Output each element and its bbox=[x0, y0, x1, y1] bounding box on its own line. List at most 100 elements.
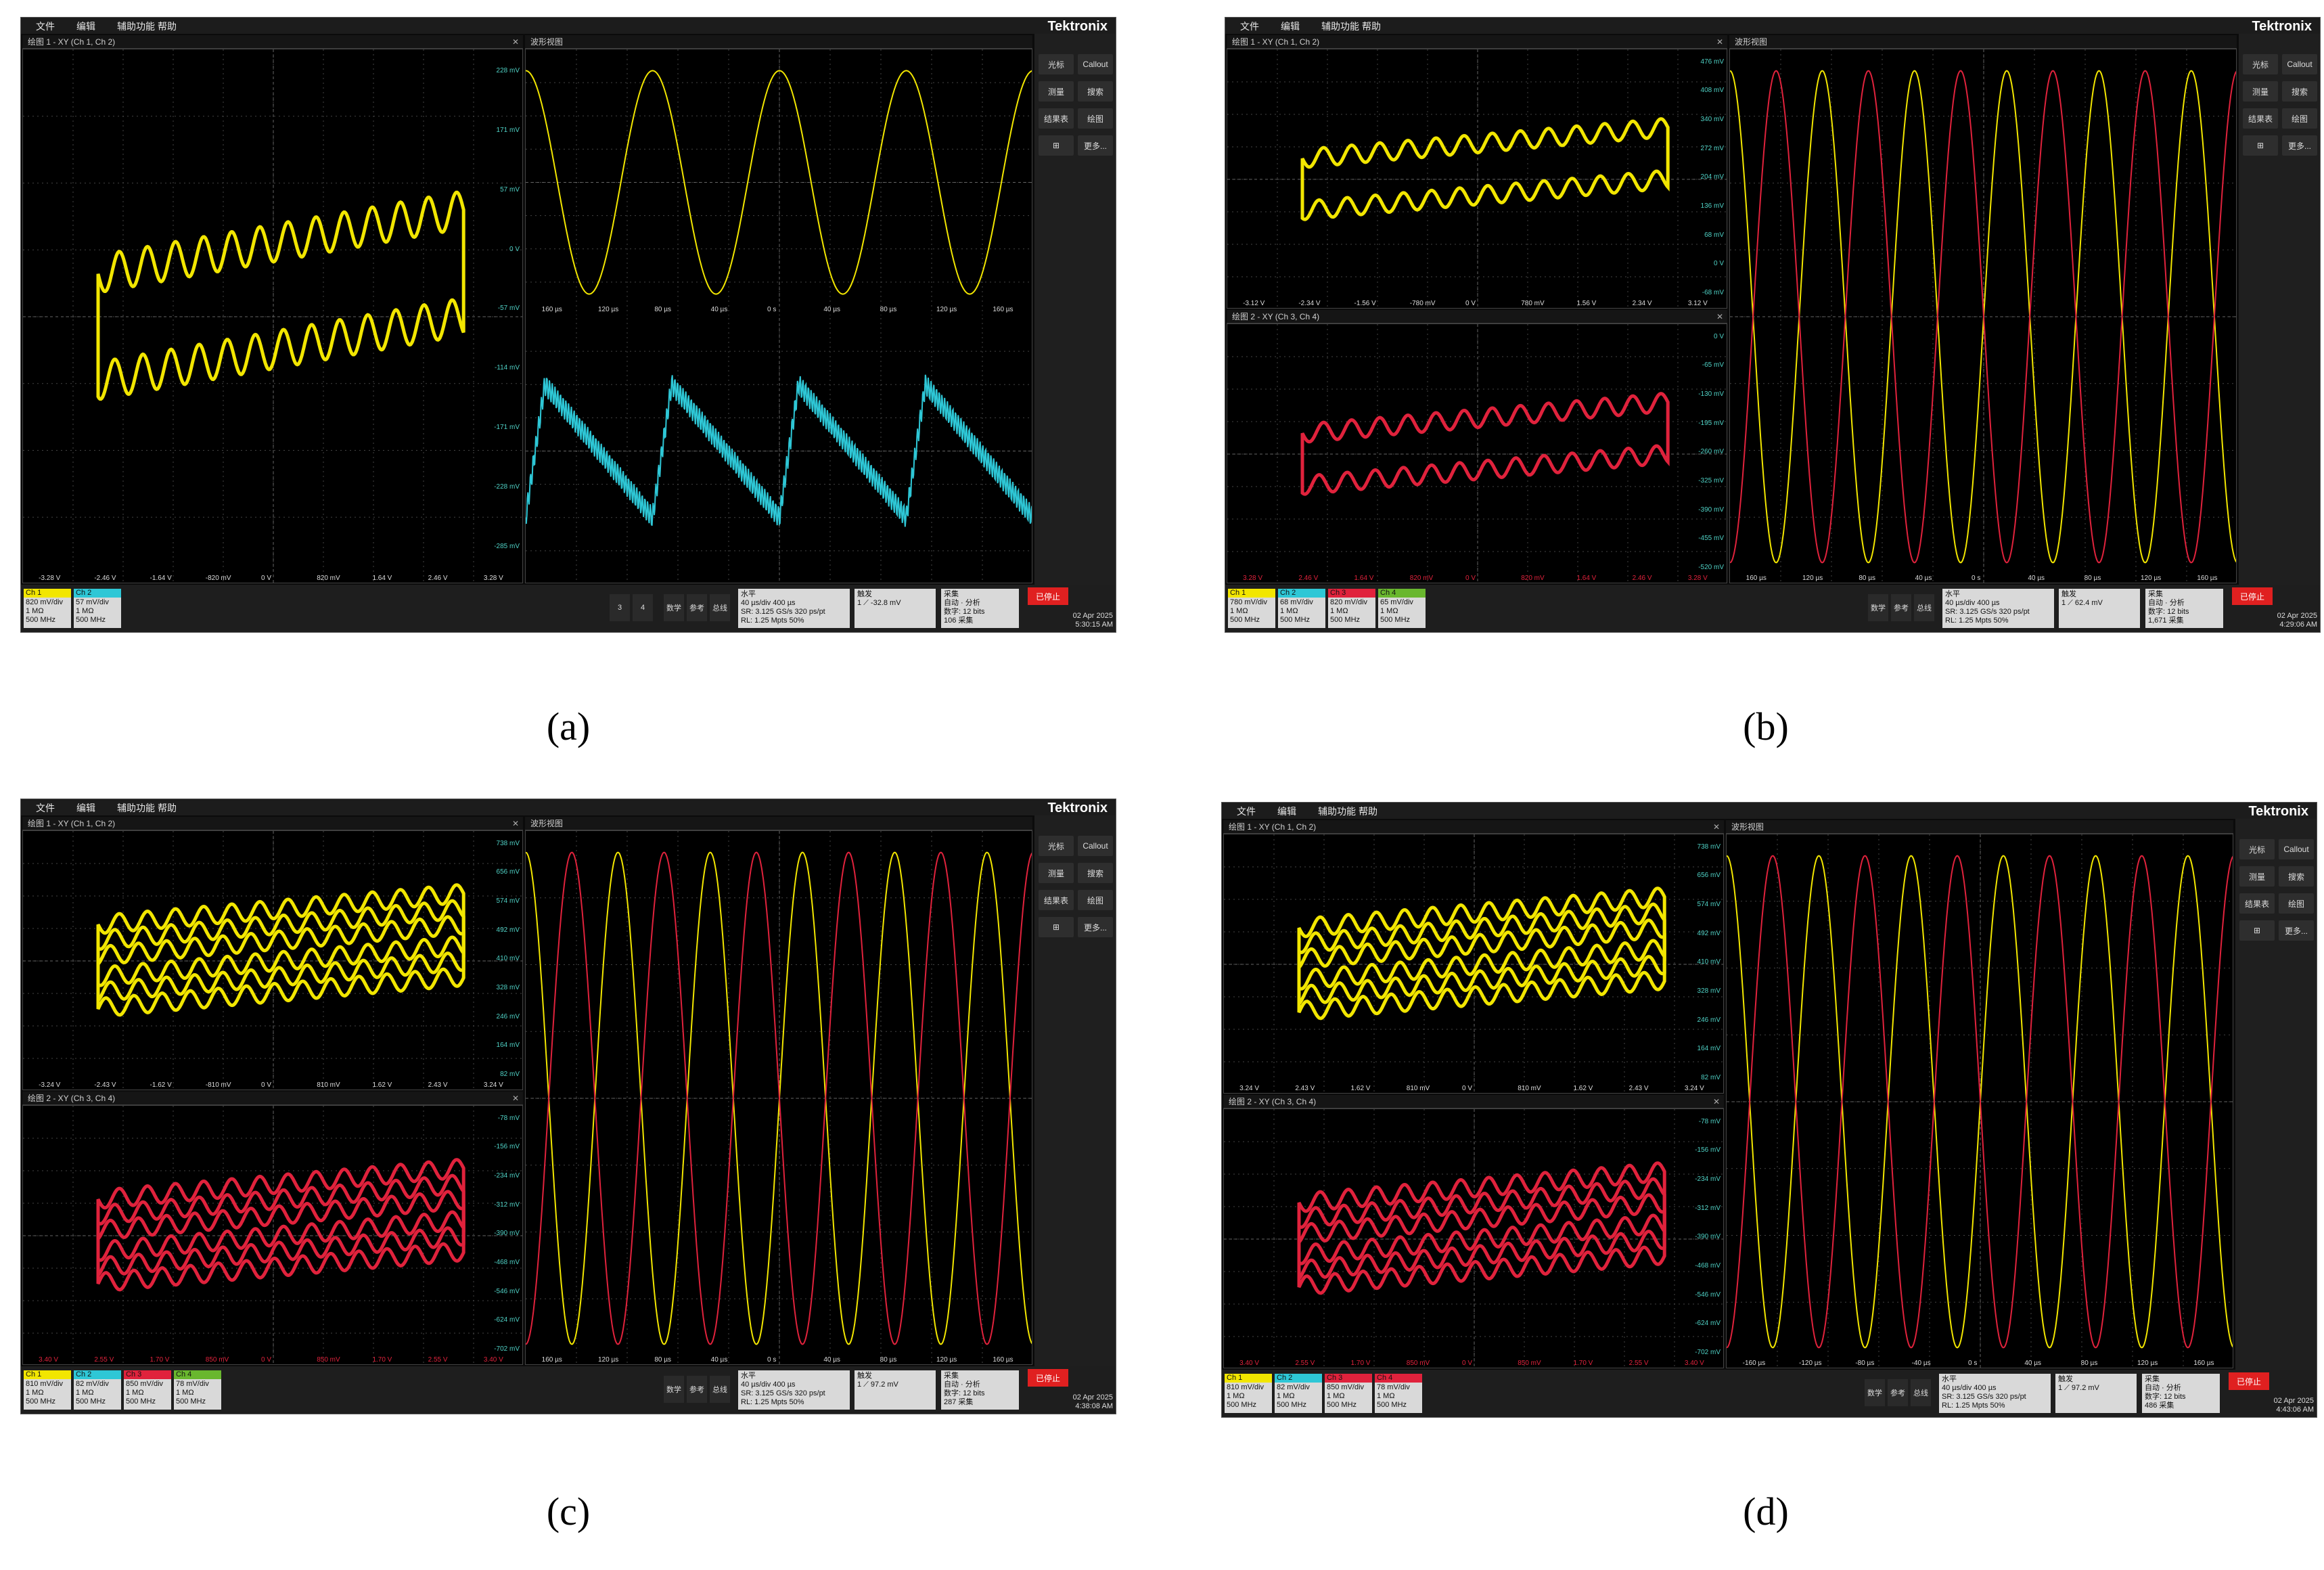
horizontal-settings[interactable]: 水平 40 µs/div 400 µs SR: 3.125 GS/s 320 ps/… bbox=[738, 1370, 850, 1410]
channel-badge-2[interactable]: Ch 2 82 mV/div 1 MΩ 500 MHz bbox=[1275, 1374, 1322, 1413]
side-button[interactable]: 结果表 bbox=[1039, 890, 1074, 910]
channel-badge-1[interactable]: Ch 1 780 mV/div 1 MΩ 500 MHz bbox=[1228, 589, 1275, 628]
status-button[interactable]: 参考 bbox=[1891, 594, 1911, 621]
close-icon[interactable]: ✕ bbox=[511, 1094, 519, 1103]
channel-badge-1[interactable]: Ch 1 820 mV/div 1 MΩ 500 MHz bbox=[24, 589, 71, 628]
channel-badge-4[interactable]: Ch 4 78 mV/div 1 MΩ 500 MHz bbox=[174, 1370, 221, 1410]
menu-item[interactable]: 帮助 bbox=[1359, 806, 1377, 817]
channel-badge-2[interactable]: Ch 2 68 mV/div 1 MΩ 500 MHz bbox=[1278, 589, 1325, 628]
waveform-plot-area[interactable]: 160 µs 120 µs 80 µs 40 µs 0 s 40 µs 80 µs 120 µ… bbox=[525, 830, 1032, 1365]
menu-item[interactable]: 辅助功能 bbox=[117, 21, 155, 32]
xy-plot-area[interactable]: 3.40 V 2.55 V 1.70 V 850 mV 0 V 850 mV 1.70 V 2… bbox=[1223, 1108, 1724, 1368]
status-button[interactable]: 数学 bbox=[664, 594, 684, 621]
side-button[interactable]: 更多... bbox=[2279, 920, 2314, 941]
status-button[interactable]: 总线 bbox=[710, 1376, 730, 1403]
channel-badge-3[interactable]: Ch 3 850 mV/div 1 MΩ 500 MHz bbox=[124, 1370, 171, 1410]
side-button[interactable]: 结果表 bbox=[2239, 893, 2275, 914]
stopped-button[interactable]: 已停止 bbox=[2232, 587, 2273, 605]
waveform-plot-area[interactable]: 160 µs 120 µs 80 µs 40 µs 0 s 40 µs 80 µs 120 µ… bbox=[1729, 49, 2237, 583]
status-button[interactable]: 数学 bbox=[1868, 594, 1888, 621]
trigger-settings[interactable]: 触发 1 ⟋ 97.2 mV bbox=[855, 1370, 936, 1410]
menu-item[interactable]: 文件 bbox=[1240, 21, 1259, 32]
close-icon[interactable]: ✕ bbox=[1712, 822, 1720, 832]
acquisition-settings[interactable]: 采集 自动 · 分析 数字: 12 bits 1,671 采集 bbox=[2145, 589, 2223, 628]
xy-plot-area[interactable]: 3.28 V 2.46 V 1.64 V 820 mV 0 V 820 mV 1.64 V 2… bbox=[1227, 323, 1727, 583]
menu-item[interactable]: 文件 bbox=[36, 21, 55, 32]
close-icon[interactable]: ✕ bbox=[1716, 312, 1723, 321]
side-button[interactable]: Callout bbox=[2282, 54, 2317, 74]
side-button[interactable]: 结果表 bbox=[1039, 108, 1074, 129]
trigger-settings[interactable]: 触发 1 ⟋ 62.4 mV bbox=[2059, 589, 2140, 628]
status-button[interactable]: 参考 bbox=[687, 1376, 707, 1403]
channel-badge-2[interactable]: Ch 2 57 mV/div 1 MΩ 500 MHz bbox=[74, 589, 121, 628]
waveform-plot-area[interactable]: -160 µs -120 µs -80 µs -40 µs 0 s 40 µs 80 µs 1… bbox=[1726, 834, 2233, 1368]
side-button[interactable]: 测量 bbox=[2239, 866, 2275, 887]
layout-icon[interactable]: ⊞ bbox=[1039, 135, 1074, 156]
side-button[interactable]: 光标 bbox=[1039, 54, 1074, 74]
side-button[interactable]: 搜索 bbox=[1078, 81, 1113, 102]
side-button[interactable]: Callout bbox=[1078, 54, 1113, 74]
menu-item[interactable]: 帮助 bbox=[1362, 21, 1381, 32]
close-icon[interactable]: ✕ bbox=[511, 37, 519, 47]
status-button[interactable]: 数学 bbox=[664, 1376, 684, 1403]
side-button[interactable]: 测量 bbox=[1039, 81, 1074, 102]
channel-badge-3[interactable]: Ch 3 850 mV/div 1 MΩ 500 MHz bbox=[1325, 1374, 1372, 1413]
status-button[interactable]: 总线 bbox=[1914, 594, 1934, 621]
horizontal-settings[interactable]: 水平 40 µs/div 400 µs SR: 3.125 GS/s 320 ps/… bbox=[1942, 589, 2054, 628]
side-button[interactable]: 光标 bbox=[2243, 54, 2278, 74]
channel-badge-4[interactable]: Ch 4 65 mV/div 1 MΩ 500 MHz bbox=[1378, 589, 1426, 628]
menu-item[interactable]: 辅助功能 bbox=[1321, 21, 1359, 32]
stopped-button[interactable]: 已停止 bbox=[2229, 1372, 2269, 1390]
menu-item[interactable]: 文件 bbox=[36, 803, 55, 813]
side-button[interactable]: 测量 bbox=[2243, 81, 2278, 102]
close-icon[interactable]: ✕ bbox=[1716, 37, 1723, 47]
xy-plot-area[interactable]: 3.40 V 2.55 V 1.70 V 850 mV 0 V 850 mV 1.70 V 2… bbox=[22, 1105, 523, 1365]
channel-badge-1[interactable]: Ch 1 810 mV/div 1 MΩ 500 MHz bbox=[1225, 1374, 1272, 1413]
side-button[interactable]: 更多... bbox=[2282, 135, 2317, 156]
layout-icon[interactable]: ⊞ bbox=[2239, 920, 2275, 941]
acquisition-settings[interactable]: 采集 自动 · 分析 数字: 12 bits 486 采集 bbox=[2142, 1374, 2220, 1413]
side-button[interactable]: 光标 bbox=[1039, 836, 1074, 856]
horizontal-settings[interactable]: 水平 40 µs/div 400 µs SR: 3.125 GS/s 320 ps/… bbox=[738, 589, 850, 628]
menu-item[interactable]: 编辑 bbox=[1281, 21, 1300, 32]
menu-item[interactable]: 编辑 bbox=[1277, 806, 1296, 817]
xy-plot-area[interactable]: 3.24 V 2.43 V 1.62 V 810 mV 0 V 810 mV 1.62 V 2… bbox=[1223, 834, 1724, 1094]
status-button[interactable]: 总线 bbox=[1911, 1379, 1931, 1406]
side-button[interactable]: Callout bbox=[2279, 839, 2314, 859]
acquisition-settings[interactable]: 采集 自动 · 分析 数字: 12 bits 106 采集 bbox=[941, 589, 1019, 628]
menu-item[interactable]: 编辑 bbox=[76, 803, 95, 813]
side-button[interactable]: 更多... bbox=[1078, 917, 1113, 937]
waveform-plot-area[interactable]: 160 µs 120 µs 80 µs 40 µs 0 s 40 µs 80 µs 120 µ… bbox=[525, 49, 1032, 583]
close-icon[interactable]: ✕ bbox=[511, 819, 519, 828]
side-button[interactable]: 搜索 bbox=[1078, 863, 1113, 883]
status-button[interactable]: 参考 bbox=[687, 594, 707, 621]
side-button[interactable]: 绘图 bbox=[2282, 108, 2317, 129]
channel-badge-2[interactable]: Ch 2 82 mV/div 1 MΩ 500 MHz bbox=[74, 1370, 121, 1410]
side-button[interactable]: 搜索 bbox=[2282, 81, 2317, 102]
xy-plot-area[interactable]: -3.24 V -2.43 V -1.62 V -810 mV 0 V 810 mV 1.6… bbox=[22, 830, 523, 1090]
side-button[interactable]: 光标 bbox=[2239, 839, 2275, 859]
status-button[interactable]: 总线 bbox=[710, 594, 730, 621]
menu-item[interactable]: 编辑 bbox=[76, 21, 95, 32]
menu-item[interactable]: 辅助功能 bbox=[117, 803, 155, 813]
side-button[interactable]: 搜索 bbox=[2279, 866, 2314, 887]
channel-add-button[interactable]: 3 bbox=[610, 594, 630, 621]
menu-item[interactable]: 文件 bbox=[1237, 806, 1256, 817]
xy-plot-area[interactable]: -3.28 V -2.46 V -1.64 V -820 mV 0 V 820 mV 1.6… bbox=[22, 49, 523, 583]
menu-item[interactable]: 帮助 bbox=[158, 21, 177, 32]
menu-item[interactable]: 辅助功能 bbox=[1318, 806, 1356, 817]
horizontal-settings[interactable]: 水平 40 µs/div 400 µs SR: 3.125 GS/s 320 ps/… bbox=[1939, 1374, 2051, 1413]
side-button[interactable]: 绘图 bbox=[2279, 893, 2314, 914]
layout-icon[interactable]: ⊞ bbox=[1039, 917, 1074, 937]
xy-plot-area[interactable]: -3.12 V -2.34 V -1.56 V -780 mV 0 V 780 mV 1.5… bbox=[1227, 49, 1727, 309]
side-button[interactable]: 绘图 bbox=[1078, 108, 1113, 129]
status-button[interactable]: 参考 bbox=[1888, 1379, 1908, 1406]
trigger-settings[interactable]: 触发 1 ⟋ -32.8 mV bbox=[855, 589, 936, 628]
channel-badge-1[interactable]: Ch 1 810 mV/div 1 MΩ 500 MHz bbox=[24, 1370, 71, 1410]
acquisition-settings[interactable]: 采集 自动 · 分析 数字: 12 bits 287 采集 bbox=[941, 1370, 1019, 1410]
side-button[interactable]: 绘图 bbox=[1078, 890, 1113, 910]
side-button[interactable]: 更多... bbox=[1078, 135, 1113, 156]
side-button[interactable]: Callout bbox=[1078, 836, 1113, 856]
channel-badge-4[interactable]: Ch 4 78 mV/div 1 MΩ 500 MHz bbox=[1375, 1374, 1422, 1413]
status-button[interactable]: 数学 bbox=[1865, 1379, 1885, 1406]
